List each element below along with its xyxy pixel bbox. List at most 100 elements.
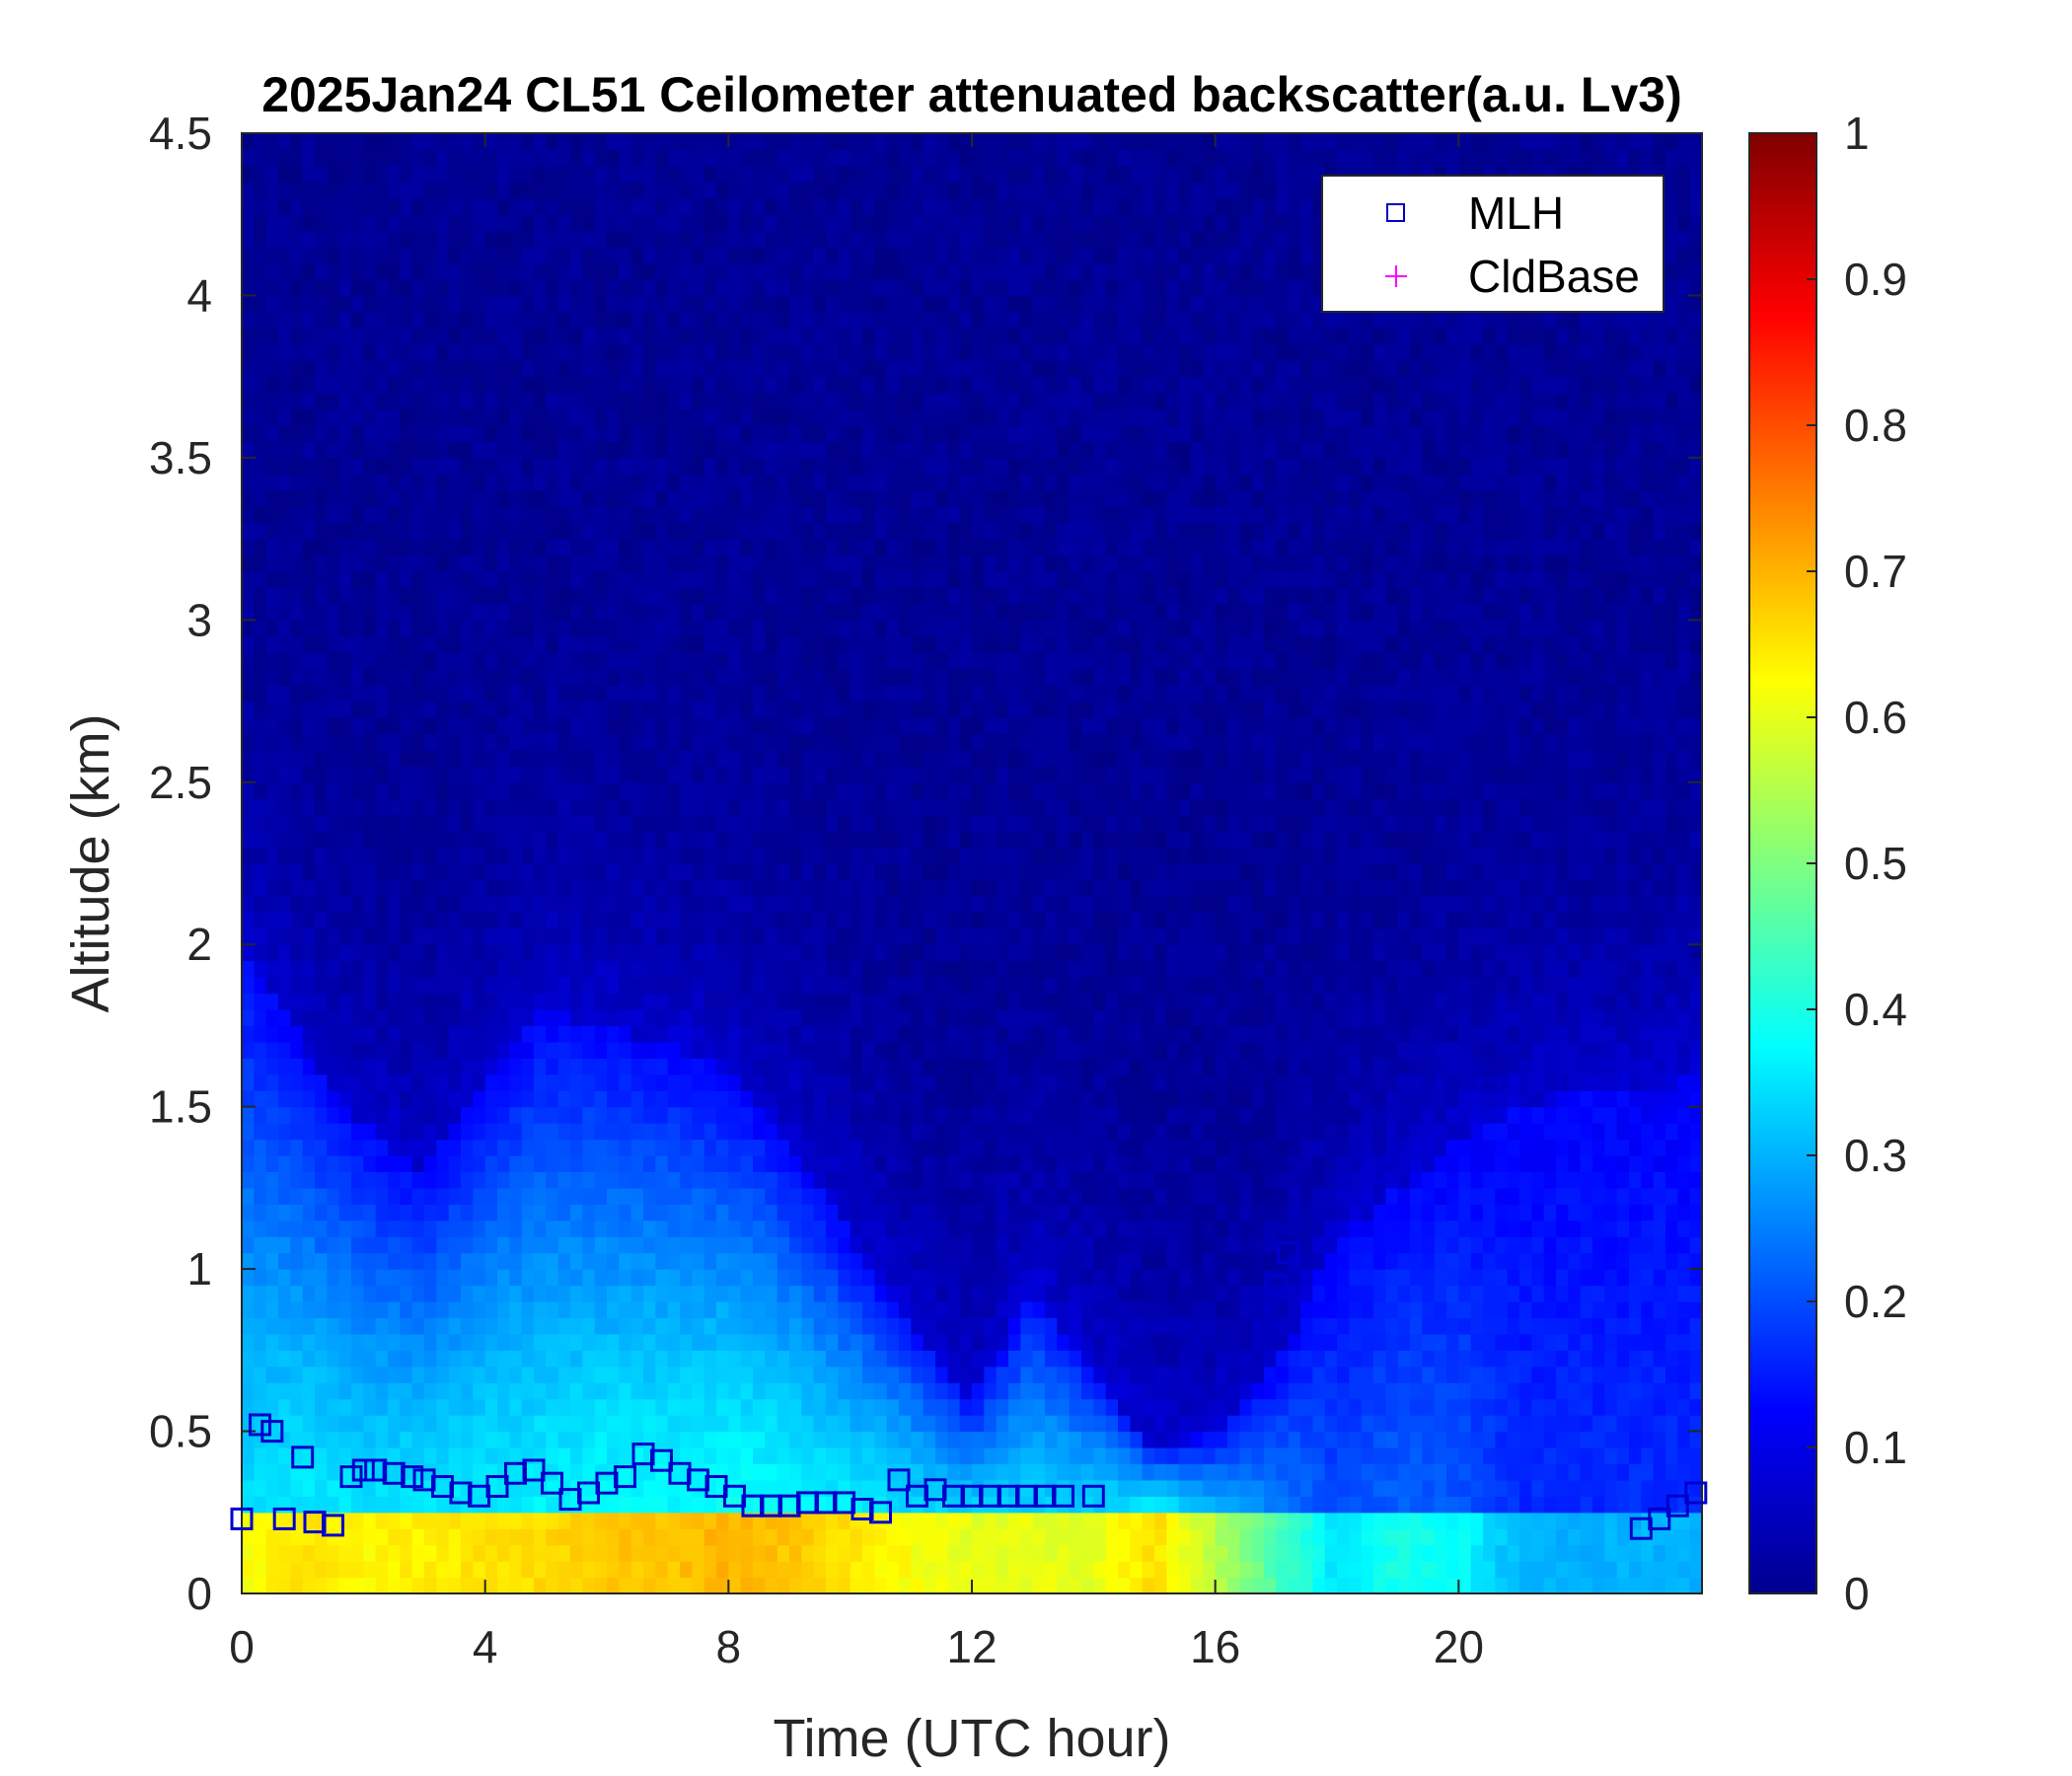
heatmap-cell [826,749,839,767]
heatmap-cell [424,1528,437,1546]
heatmap-cell [594,620,608,637]
heatmap-cell [655,1350,669,1368]
heatmap-cell [327,1544,340,1562]
heatmap-cell [521,1350,535,1368]
heatmap-cell [461,685,474,703]
heatmap-cell [777,522,790,540]
heatmap-cell [643,376,656,394]
heatmap-cell [363,1544,377,1562]
heatmap-cell [838,1561,851,1579]
heatmap-cell [850,1285,863,1302]
heatmap-cell [728,635,742,653]
heatmap-cell [534,831,547,849]
heatmap-cell [546,1317,559,1335]
heatmap-cell [509,1350,523,1368]
heatmap-cell [667,701,681,718]
heatmap-cell [655,230,669,248]
heatmap-cell [801,1350,815,1368]
heatmap-cell [570,1382,583,1400]
heatmap-cell [327,522,340,540]
heatmap-cell [375,895,389,913]
heatmap-cell [874,1544,888,1562]
heatmap-cell [838,571,851,589]
heatmap-cell [363,1528,377,1546]
heatmap-cell [862,539,875,556]
heatmap-cell [278,133,291,151]
heatmap-cell [521,620,535,637]
heatmap-cell [461,311,474,329]
heatmap-cell [716,749,729,767]
heatmap-cell [630,425,644,443]
heatmap-cell [728,1415,742,1433]
heatmap-cell [473,1155,486,1173]
heatmap-cell [424,214,437,232]
heatmap-cell [826,1398,839,1416]
heatmap-cell [242,214,255,232]
heatmap-cell [338,408,352,426]
heatmap-cell [546,993,559,1010]
heatmap-cell [801,376,815,394]
heatmap-cell [874,927,888,945]
heatmap-cell [375,912,389,929]
heatmap-cell [521,1220,535,1237]
heatmap-cell [351,1350,364,1368]
heatmap-cell [290,1090,304,1108]
heatmap-cell [838,831,851,849]
heatmap-cell [400,441,413,459]
heatmap-cell [911,1544,925,1562]
heatmap-cell [254,1041,267,1059]
heatmap-cell [290,489,304,507]
heatmap-cell [643,1544,656,1562]
heatmap-cell [424,1041,437,1059]
heatmap-cell [461,652,474,670]
heatmap-cell [765,457,778,475]
heatmap-cell [278,311,291,329]
heatmap-cell [315,360,328,378]
heatmap-cell [716,1073,729,1091]
heatmap-cell [630,1139,644,1156]
heatmap-cell [643,620,656,637]
heatmap-cell [388,895,401,913]
heatmap-cell [363,425,377,443]
heatmap-cell [765,781,778,799]
heatmap-cell [838,1041,851,1059]
heatmap-cell [582,1398,596,1416]
heatmap-cell [728,408,742,426]
heatmap-cell [740,1398,754,1416]
heatmap-cell [302,814,316,832]
heatmap-cell [557,474,571,491]
heatmap-cell [582,1382,596,1400]
heatmap-cell [826,149,839,167]
heatmap-cell [607,635,620,653]
heatmap-cell [327,635,340,653]
heatmap-cell [521,1171,535,1189]
heatmap-cell [265,895,279,913]
heatmap-cell [290,425,304,443]
heatmap-cell [448,1512,462,1529]
heatmap-cell [534,408,547,426]
heatmap-cell [327,1431,340,1448]
heatmap-cell [254,620,267,637]
heatmap-cell [411,1512,425,1529]
heatmap-cell [813,457,827,475]
heatmap-cell [777,489,790,507]
heatmap-cell [473,1106,486,1124]
heatmap-cell [765,328,778,345]
heatmap-cell [546,1496,559,1514]
heatmap-cell [375,1090,389,1108]
heatmap-cell [278,1463,291,1481]
heatmap-cell [619,457,632,475]
heatmap-cell [254,393,267,410]
heatmap-cell [680,1350,693,1368]
heatmap-cell [461,1415,474,1433]
heatmap-cell [278,182,291,199]
heatmap-cell [801,587,815,605]
heatmap-cell [265,993,279,1010]
heatmap-cell [862,685,875,703]
heatmap-cell [448,1415,462,1433]
heatmap-cell [265,1415,279,1433]
heatmap-cell [388,279,401,297]
heatmap-cell [680,1204,693,1221]
heatmap-cell [302,1431,316,1448]
heatmap-cell [740,1041,754,1059]
